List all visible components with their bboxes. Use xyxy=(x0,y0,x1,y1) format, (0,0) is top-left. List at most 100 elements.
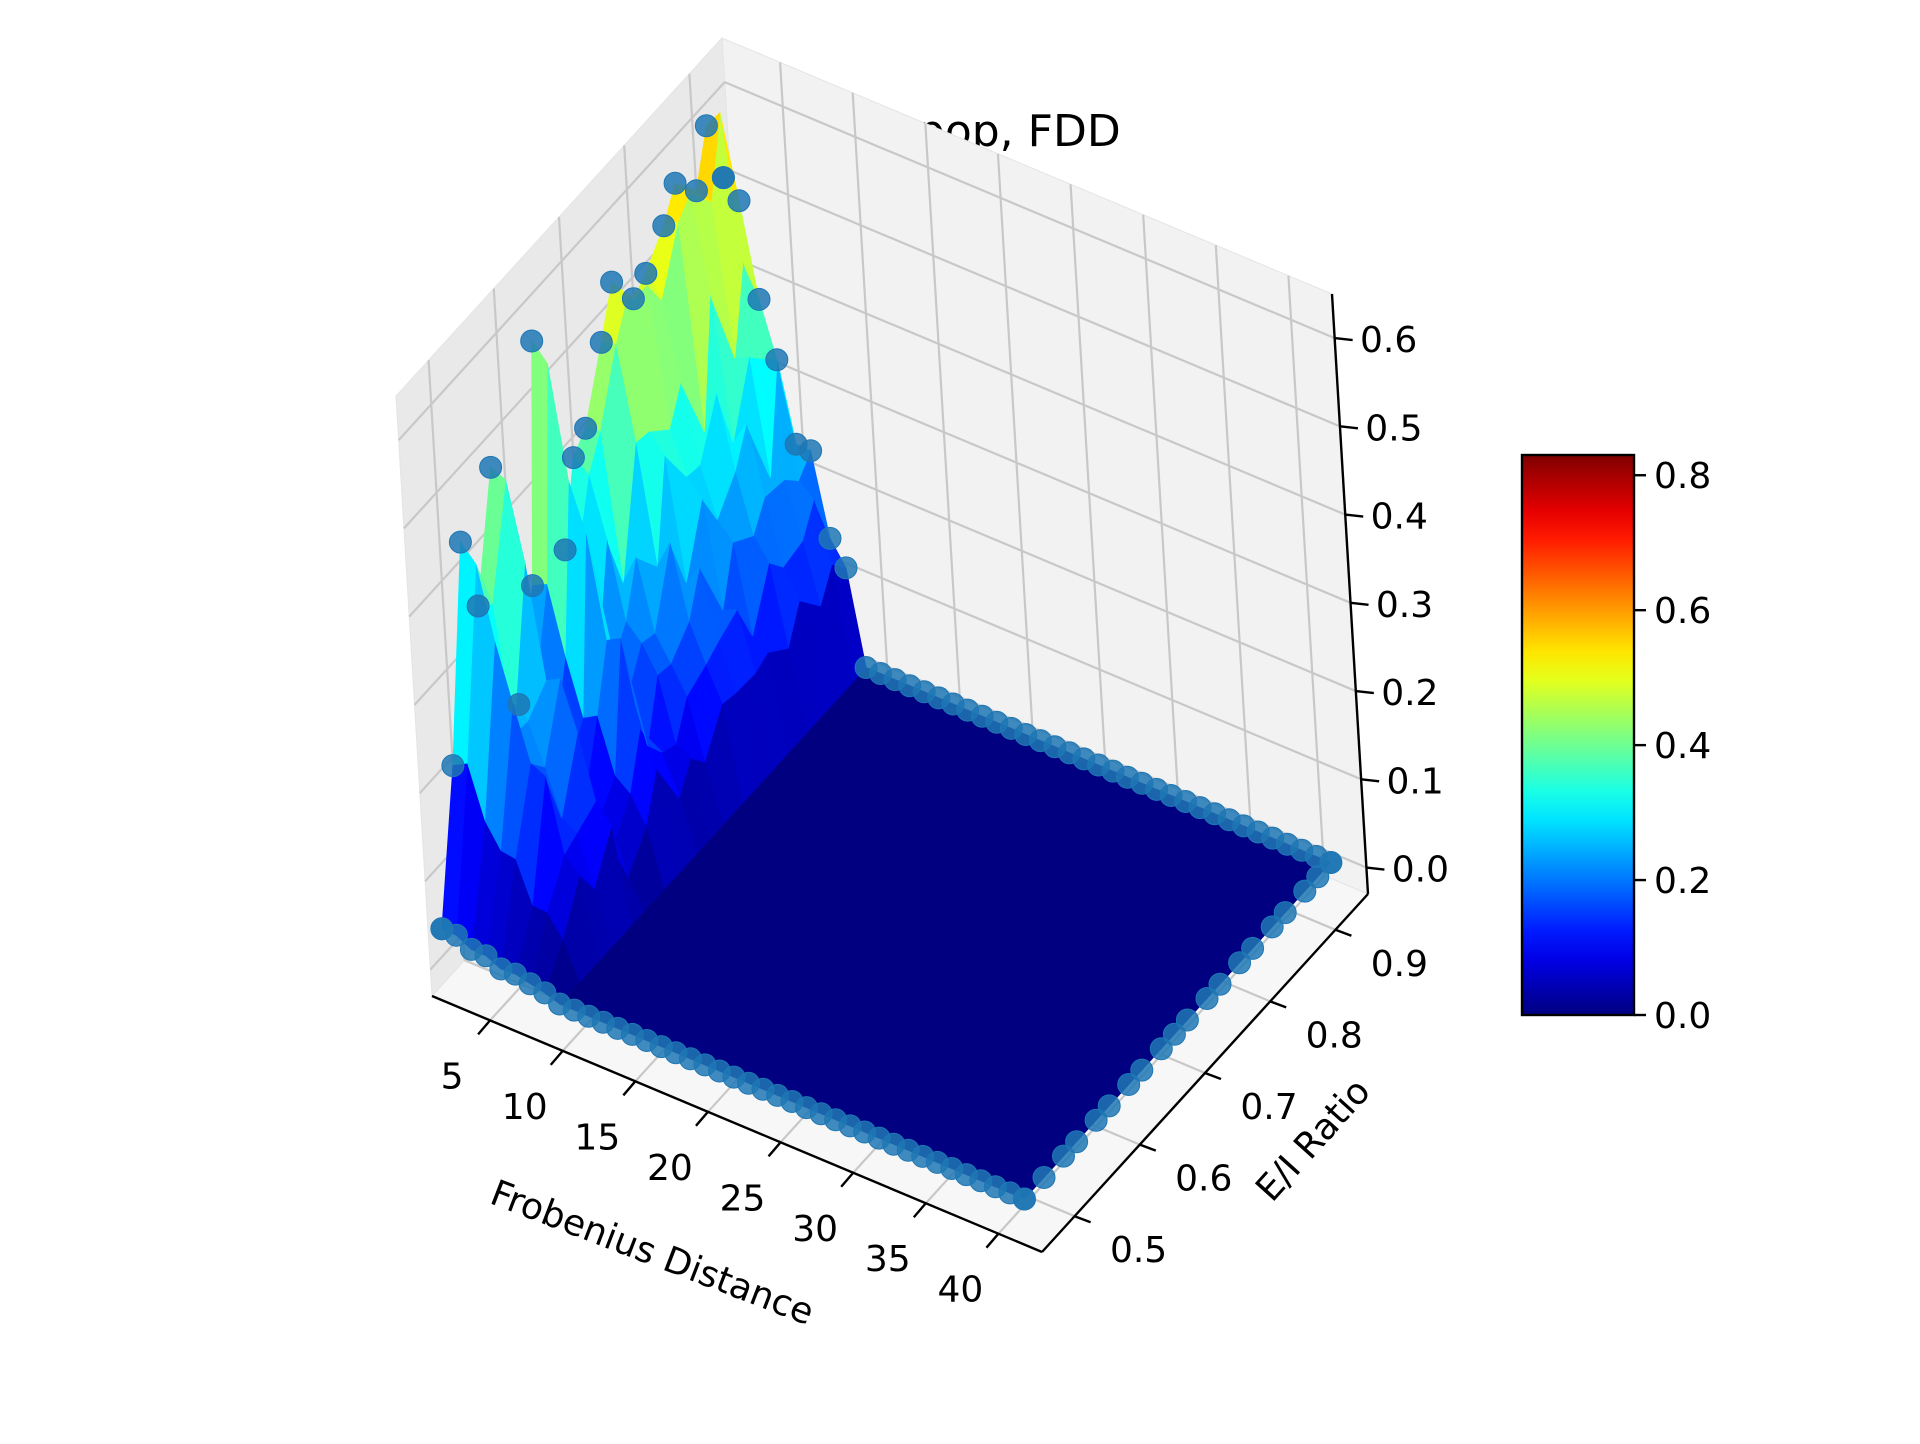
y-tick-0.8 xyxy=(1269,1000,1287,1009)
x-tick-label: 30 xyxy=(792,1209,838,1250)
y-tick-label: 0.8 xyxy=(1306,1015,1363,1056)
data-marker xyxy=(466,594,490,618)
data-marker xyxy=(1162,1022,1186,1046)
axes: 5101520253035400.50.60.70.80.90.00.10.20… xyxy=(431,293,1449,1311)
colorbar-tick-label: 0.6 xyxy=(1654,591,1711,632)
data-marker xyxy=(1032,1166,1056,1189)
grid-line-z-side-0.6 xyxy=(397,81,726,441)
data-marker xyxy=(765,348,789,372)
data-marker xyxy=(479,455,503,479)
data-marker xyxy=(520,329,544,353)
grid-line-z-back-0.3 xyxy=(740,345,1351,604)
x-tick-5 xyxy=(477,1019,492,1036)
z-axis-line xyxy=(1330,293,1370,895)
colorbar-tick-label: 0.4 xyxy=(1654,726,1711,767)
data-marker xyxy=(694,114,718,138)
data-marker xyxy=(1273,901,1297,925)
x-tick-15 xyxy=(622,1080,637,1097)
data-marker xyxy=(1195,987,1219,1010)
x-tick-20 xyxy=(695,1111,709,1127)
data-markers xyxy=(430,114,1343,1211)
z-tick-label: 0.6 xyxy=(1360,320,1417,361)
z-tick-label: 0.1 xyxy=(1386,761,1443,802)
y-tick-0.6 xyxy=(1139,1143,1157,1152)
x-tick-40 xyxy=(985,1232,1000,1249)
colorbar: 0.0 0.2 0.4 0.6 0.8 xyxy=(1520,453,1711,1037)
grid-line-z-back-0.4 xyxy=(734,257,1346,516)
grid-line-z-back-0.2 xyxy=(745,434,1357,693)
data-marker xyxy=(574,416,598,440)
y-tick-0.5 xyxy=(1074,1215,1092,1224)
data-marker xyxy=(711,166,735,190)
data-marker xyxy=(634,261,658,285)
colorbar-tick-label: 0.2 xyxy=(1654,861,1711,902)
colorbar-tick-label: 0.8 xyxy=(1654,456,1711,497)
x-tick-label: 15 xyxy=(574,1117,620,1158)
data-marker xyxy=(1130,1058,1154,1082)
grid-line-x-30 xyxy=(1142,214,1181,815)
data-marker xyxy=(652,214,676,238)
data-marker xyxy=(448,530,472,554)
data-marker xyxy=(507,693,531,716)
z-tick-0.3 xyxy=(1350,601,1369,607)
surface-facet xyxy=(531,339,548,587)
grid-line-z-back-0.6 xyxy=(724,81,1336,340)
z-tick-0.4 xyxy=(1345,513,1364,518)
x-tick-label: 25 xyxy=(720,1178,766,1219)
x-tick-25 xyxy=(767,1141,782,1158)
grid-line-x-10 xyxy=(851,92,890,693)
grid-line-x-35 xyxy=(1214,245,1253,846)
data-marker xyxy=(1319,851,1343,874)
data-marker xyxy=(1208,972,1232,996)
grid-line-z-back-0.5 xyxy=(729,169,1341,428)
y-tick-label: 0.9 xyxy=(1371,944,1428,985)
y-tick-label: 0.7 xyxy=(1240,1087,1297,1128)
data-marker xyxy=(561,446,585,470)
z-tick-0.5 xyxy=(1339,425,1359,430)
data-marker xyxy=(1241,936,1265,960)
data-marker xyxy=(1052,1144,1075,1168)
data-marker xyxy=(1065,1130,1089,1154)
data-marker xyxy=(1084,1108,1108,1132)
data-marker xyxy=(834,556,858,580)
data-marker xyxy=(1175,1008,1199,1032)
grid-line-x-40 xyxy=(1287,275,1326,876)
colorbar-tick-label: 0.0 xyxy=(1654,996,1711,1037)
grid-line-x-20 xyxy=(996,153,1036,754)
data-marker xyxy=(600,270,624,294)
data-marker xyxy=(430,917,454,941)
data-marker xyxy=(663,171,687,195)
z-tick-label: 0.4 xyxy=(1371,497,1428,538)
z-tick-label: 0.0 xyxy=(1392,850,1449,891)
data-marker xyxy=(1293,879,1317,903)
x-tick-label: 40 xyxy=(938,1270,984,1311)
y-tick-0.7 xyxy=(1204,1071,1222,1081)
z-tick-0.0 xyxy=(1366,866,1385,871)
data-marker xyxy=(621,287,645,311)
data-marker xyxy=(1149,1037,1173,1061)
z-tick-0.2 xyxy=(1355,689,1374,695)
x-tick-30 xyxy=(840,1171,855,1188)
grid-line-x-25 xyxy=(1069,184,1108,785)
x-axis-label: Frobenius Distance xyxy=(485,1173,819,1334)
x-axis-line xyxy=(431,994,1043,1254)
data-marker xyxy=(799,439,823,463)
grid-line-x-15 xyxy=(924,123,963,724)
y-tick-label: 0.6 xyxy=(1175,1159,1232,1200)
data-marker xyxy=(818,526,842,550)
y-tick-label: 0.5 xyxy=(1110,1230,1167,1271)
data-marker xyxy=(1012,1187,1036,1211)
data-marker xyxy=(727,189,751,213)
data-marker xyxy=(441,754,465,778)
colorbar-gradient xyxy=(1520,453,1636,1017)
z-tick-label: 0.3 xyxy=(1376,585,1433,626)
x-tick-label: 35 xyxy=(865,1239,911,1280)
x-tick-35 xyxy=(912,1202,927,1219)
data-marker xyxy=(521,574,544,598)
data-marker xyxy=(1228,951,1252,975)
z-tick-label: 0.5 xyxy=(1365,408,1422,449)
x-tick-label: 20 xyxy=(647,1148,693,1189)
data-marker xyxy=(474,944,498,968)
